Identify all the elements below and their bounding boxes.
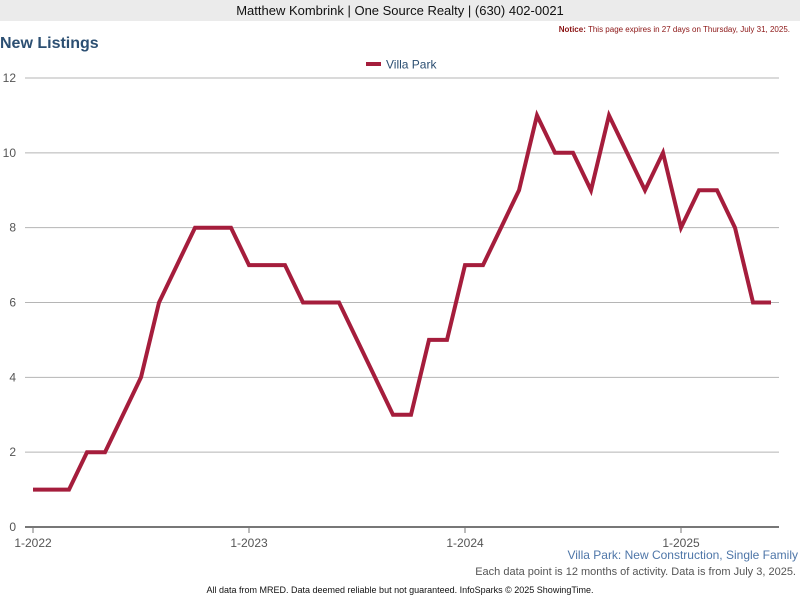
attribution-footer: All data from MRED. Data deemed reliable…: [206, 585, 594, 595]
x-tick-label-1-2022: 1-2022: [14, 536, 52, 550]
new-listings-chart: 0 2 4 6 8 10 12 1-2022 1-2023 1-2024 1-2025 Villa …: [3, 58, 779, 550]
notice-text: This page expires in 27 days on Thursday…: [587, 25, 790, 34]
data-note: Each data point is 12 months of activity…: [475, 566, 796, 578]
y-tick-label-6: 6: [9, 296, 16, 310]
y-tick-label-4: 4: [9, 370, 16, 384]
series-line-villa-park: [33, 109, 771, 492]
x-tick-label-1-2024: 1-2024: [446, 536, 484, 550]
expiry-notice: Notice: This page expires in 27 days on …: [559, 25, 790, 34]
legend-label: Villa Park: [386, 58, 437, 72]
series-description: Villa Park: New Construction, Single Fam…: [567, 548, 798, 562]
agent-contact-line: Matthew Kombrink | One Source Realty | (…: [236, 3, 564, 18]
header-bar: Matthew Kombrink | One Source Realty | (…: [0, 0, 800, 21]
page-title: New Listings: [0, 35, 99, 52]
y-tick-label-0: 0: [9, 520, 16, 534]
x-tick-label-1-2023: 1-2023: [230, 536, 268, 550]
grid-layer: [25, 77, 779, 453]
axis-layer: 0 2 4 6 8 10 12 1-2022 1-2023 1-2024 1-2025: [3, 71, 779, 550]
legend-layer: Villa Park: [366, 58, 437, 72]
x-tick-label-1-2025: 1-2025: [662, 536, 700, 550]
series-layer: [32, 109, 772, 492]
y-tick-label-12: 12: [3, 71, 17, 85]
y-tick-label-2: 2: [9, 445, 16, 459]
y-tick-label-10: 10: [3, 146, 17, 160]
notice-label: Notice:: [558, 25, 586, 34]
y-tick-label-8: 8: [9, 221, 16, 235]
